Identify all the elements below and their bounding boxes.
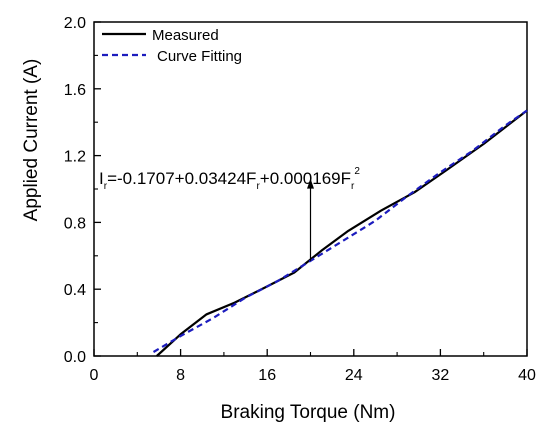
legend: Measured Curve Fitting [102, 27, 242, 65]
axis-ticks: 0 8 16 24 32 40 0.0 0.4 0.8 1.2 1.6 2.0 [64, 15, 536, 384]
x-tick-label: 0 [90, 367, 99, 384]
y-tick-label: 0.8 [64, 215, 86, 232]
y-tick-label: 0.4 [64, 282, 86, 299]
series-layer [152, 109, 528, 357]
legend-label-measured: Measured [152, 27, 219, 44]
y-axis-title: Applied Current (A) [21, 59, 42, 222]
y-tick-label: 2.0 [64, 15, 86, 32]
x-axis-title: Braking Torque (Nm) [221, 402, 396, 423]
series-line-measured [156, 109, 528, 357]
equation-part: r [256, 181, 260, 192]
y-tick-label: 0.0 [64, 349, 86, 366]
y-tick-label: 1.2 [64, 149, 86, 166]
equation-annotation: Ir=-0.1707+0.03424Fr+0.000169Fr2 [99, 166, 360, 192]
equation-part: r [351, 181, 355, 192]
equation-part: =-0.1707+0.03424F [107, 169, 256, 188]
annotation-arrow-head [307, 178, 314, 189]
x-tick-label: 40 [518, 367, 536, 384]
x-tick-label: 16 [258, 367, 276, 384]
y-tick-label: 1.6 [64, 82, 86, 99]
equation-part: +0.000169F [260, 169, 351, 188]
legend-label-curve-fitting: Curve Fitting [157, 48, 242, 65]
equation-part: r [104, 181, 108, 192]
x-tick-label: 24 [345, 367, 363, 384]
annotation-layer: Ir=-0.1707+0.03424Fr+0.000169Fr2 [99, 166, 360, 261]
x-tick-label: 8 [176, 367, 185, 384]
equation-part: I [99, 169, 104, 188]
series-line-curve-fitting [152, 109, 528, 353]
x-tick-label: 32 [432, 367, 450, 384]
equation-part: 2 [354, 166, 360, 177]
